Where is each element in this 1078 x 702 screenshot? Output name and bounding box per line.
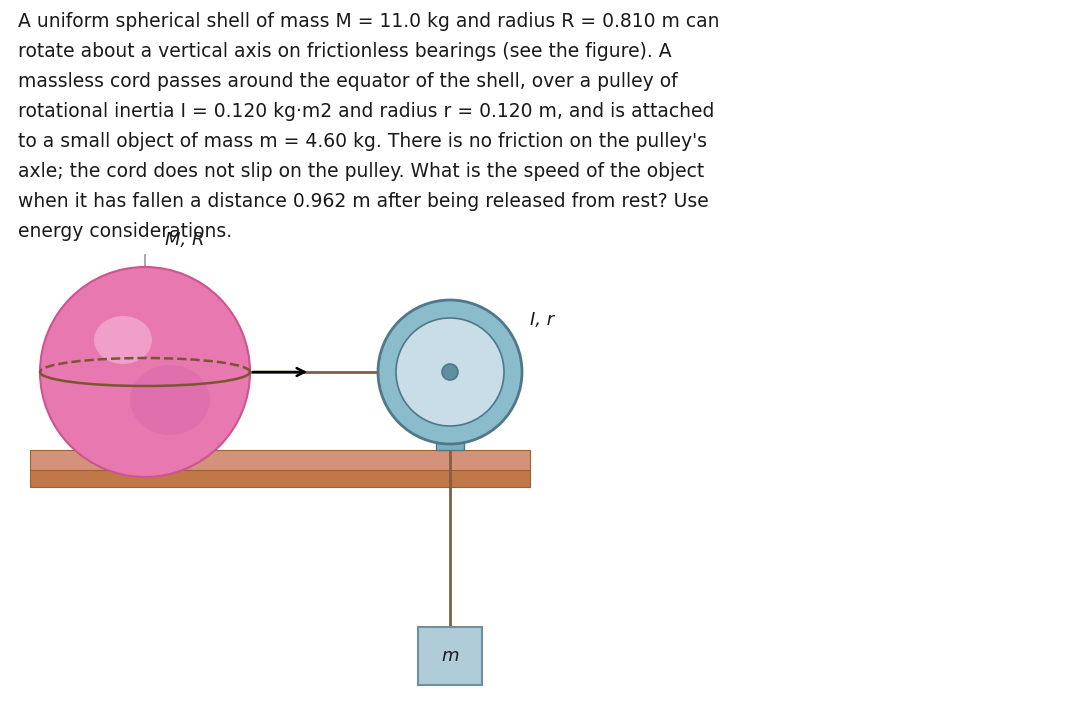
Text: to a small object of mass m = 4.60 kg. There is no friction on the pulley's: to a small object of mass m = 4.60 kg. T… (18, 132, 707, 151)
Text: rotational inertia I = 0.120 kg·m2 and radius r = 0.120 m, and is attached: rotational inertia I = 0.120 kg·m2 and r… (18, 102, 715, 121)
Text: rotate about a vertical axis on frictionless bearings (see the figure). A: rotate about a vertical axis on friction… (18, 42, 672, 61)
Circle shape (40, 267, 250, 477)
Text: massless cord passes around the equator of the shell, over a pulley of: massless cord passes around the equator … (18, 72, 678, 91)
Text: axle; the cord does not slip on the pulley. What is the speed of the object: axle; the cord does not slip on the pull… (18, 162, 704, 181)
Text: energy considerations.: energy considerations. (18, 222, 232, 241)
Ellipse shape (130, 365, 210, 435)
Circle shape (378, 300, 522, 444)
Text: I, r: I, r (530, 311, 554, 329)
Ellipse shape (94, 316, 152, 364)
Text: when it has fallen a distance 0.962 m after being released from rest? Use: when it has fallen a distance 0.962 m af… (18, 192, 708, 211)
Polygon shape (30, 450, 530, 470)
Text: m: m (441, 647, 459, 665)
Polygon shape (436, 387, 464, 450)
Circle shape (442, 364, 458, 380)
Polygon shape (30, 470, 530, 487)
Circle shape (396, 318, 505, 426)
Text: M, R: M, R (165, 231, 205, 249)
Text: A uniform spherical shell of mass M = 11.0 kg and radius R = 0.810 m can: A uniform spherical shell of mass M = 11… (18, 12, 719, 31)
Polygon shape (418, 627, 482, 685)
